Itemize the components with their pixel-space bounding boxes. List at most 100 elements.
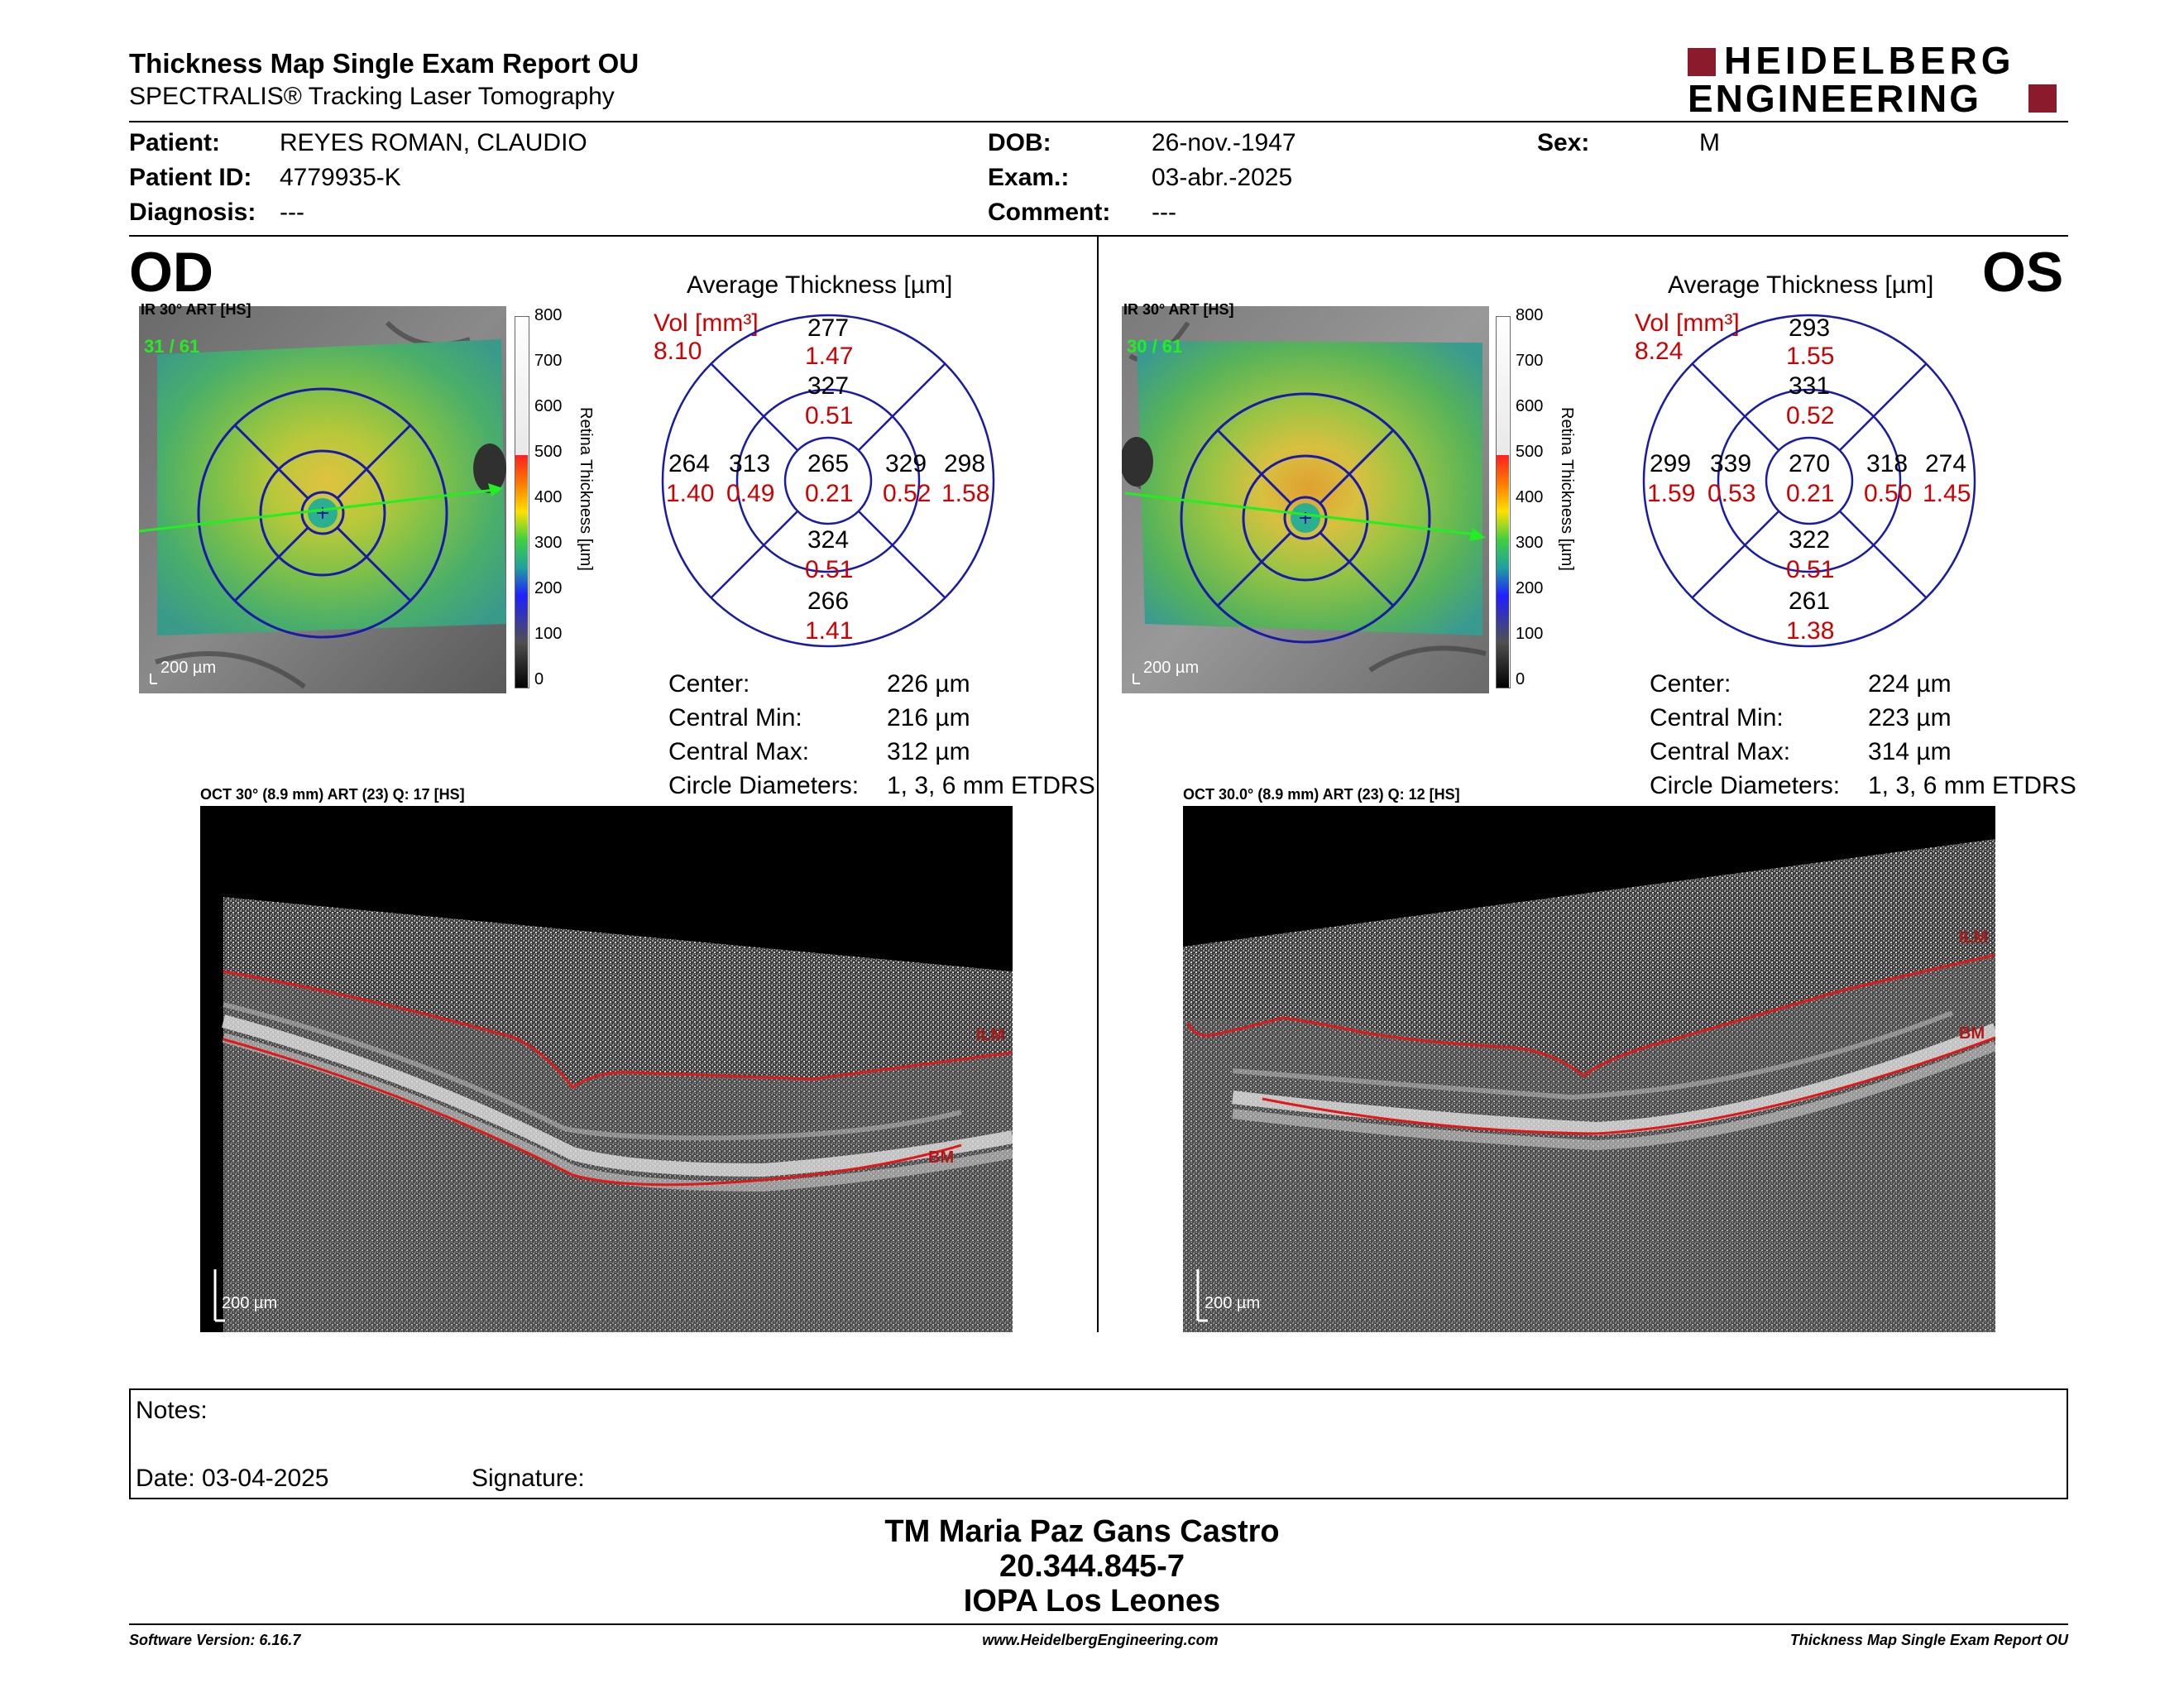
- od-stat-max-value: 312 µm: [887, 738, 970, 765]
- os-inner-left-vol: 0.53: [1707, 480, 1756, 507]
- od-inner-left-vol: 0.49: [726, 480, 775, 507]
- eye-label-os: OS: [1982, 241, 2064, 304]
- os-stat-center-value: 224 µm: [1868, 670, 1952, 698]
- od-outer-right-vol: 1.58: [941, 480, 990, 507]
- os-cbar-tick-700: 700: [1516, 352, 1544, 370]
- od-oct-scan: ILM BM 200 µm: [200, 806, 1014, 1332]
- os-outer-sup-vol: 1.55: [1786, 343, 1835, 370]
- od-stat-max-label: Central Max:: [668, 738, 810, 765]
- os-stat-min-value: 223 µm: [1868, 704, 1952, 731]
- od-outer-inf-vol: 1.41: [805, 617, 854, 645]
- od-etdrs-grid: [661, 314, 995, 648]
- logo-text-top: HEIDELBERG: [1724, 39, 2015, 82]
- os-cbar-label: Retina Thickness [µm]: [1558, 407, 1576, 571]
- logo-square-top: [1688, 48, 1716, 76]
- od-cbar-tick-700: 700: [534, 352, 563, 370]
- signer-rut: 20.344.845-7: [999, 1549, 1185, 1584]
- od-cbar-tick-300: 300: [534, 534, 563, 552]
- patient-id: 4779935-K: [280, 164, 401, 191]
- os-inner-inf: 322: [1788, 526, 1831, 554]
- os-cbar-tick-0: 0: [1516, 670, 1525, 688]
- signer-institution: IOPA Los Leones: [963, 1584, 1221, 1618]
- header-divider: [129, 121, 2068, 122]
- od-cbar-tick-0: 0: [534, 670, 544, 688]
- os-oct-label: OCT 30.0° (8.9 mm) ART (23) Q: 12 [HS]: [1183, 786, 1460, 803]
- od-map-scale: 200 µm: [160, 659, 217, 677]
- os-center-vol: 0.21: [1786, 480, 1835, 507]
- os-cbar-tick-500: 500: [1516, 443, 1544, 461]
- od-ilm-label: ILM: [976, 1026, 1005, 1044]
- od-avg-title: Average Thickness [µm]: [687, 271, 953, 299]
- os-vol-label: Vol [mm³]: [1635, 309, 1740, 337]
- comment-label: Comment:: [988, 199, 1111, 226]
- report-subtitle: SPECTRALIS® Tracking Laser Tomography: [129, 83, 615, 110]
- eye-label-od: OD: [129, 241, 213, 304]
- os-vol-value: 8.24: [1635, 338, 1684, 365]
- os-cbar-tick-100: 100: [1516, 625, 1544, 643]
- od-inner-sup: 327: [807, 372, 850, 400]
- dob-label: DOB:: [988, 129, 1051, 156]
- od-outer-right: 298: [943, 450, 986, 477]
- od-center-vol: 0.21: [805, 480, 854, 507]
- os-cbar-tick-600: 600: [1516, 397, 1544, 415]
- os-colorbar: 800 700 600 500 400 300 200 100 0 Retina…: [1489, 306, 1588, 688]
- od-cbar-tick-400: 400: [534, 488, 563, 506]
- notes-date: Date: 03-04-2025: [136, 1465, 329, 1492]
- os-outer-inf: 261: [1788, 587, 1831, 615]
- od-vol-label: Vol [mm³]: [654, 309, 759, 337]
- os-outer-right-vol: 1.45: [1923, 480, 1971, 507]
- od-stat-center-label: Center:: [668, 670, 750, 698]
- os-thickness-map: IR 30° ART [HS] 30 / 61 200 µm: [1120, 301, 1489, 693]
- os-center: 270: [1788, 450, 1831, 477]
- od-stat-diam-value: 1, 3, 6 mm ETDRS: [887, 772, 1095, 799]
- os-stat-max-label: Central Max:: [1650, 738, 1791, 765]
- od-outer-left: 264: [668, 450, 711, 477]
- report-title: Thickness Map Single Exam Report OU: [129, 48, 639, 79]
- od-cbar-label: Retina Thickness [µm]: [577, 407, 595, 571]
- od-frames: 31 / 61: [144, 336, 200, 357]
- os-ir-label: IR 30° ART [HS]: [1123, 301, 1234, 318]
- os-inner-inf-vol: 0.51: [1786, 556, 1835, 583]
- od-cbar-tick-100: 100: [534, 625, 563, 643]
- dob-value: 26-nov.-1947: [1152, 129, 1296, 156]
- os-cbar-tick-200: 200: [1516, 579, 1544, 597]
- od-thickness-map: IR 30° ART [HS] 31 / 61 200 µm: [138, 301, 506, 693]
- os-inner-sup-vol: 0.52: [1786, 402, 1835, 429]
- od-oct-scale: 200 µm: [222, 1294, 278, 1312]
- heidelberg-logo: HEIDELBERG ENGINEERING: [1688, 41, 2068, 120]
- os-cbar-tick-300: 300: [1516, 534, 1544, 552]
- os-oct-scale: 200 µm: [1205, 1294, 1261, 1312]
- os-oct-scan: ILM BM 200 µm: [1183, 806, 1998, 1332]
- footer-divider: [129, 1623, 2068, 1625]
- os-inner-sup: 331: [1788, 372, 1831, 400]
- od-center: 265: [807, 450, 850, 477]
- od-outer-inf: 266: [807, 587, 850, 615]
- od-bm-label: BM: [928, 1149, 955, 1167]
- od-cbar-tick-600: 600: [534, 397, 563, 415]
- od-ir-label: IR 30° ART [HS]: [141, 301, 251, 318]
- sex-value: M: [1699, 129, 1720, 156]
- exam-label: Exam.:: [988, 164, 1070, 191]
- footer-website: www.HeidelbergEngineering.com: [982, 1632, 1219, 1648]
- notes-box: Notes: Date: 03-04-2025 Signature:: [129, 1388, 2068, 1499]
- od-inner-right: 329: [884, 450, 927, 477]
- od-outer-sup: 277: [807, 314, 850, 342]
- logo-text-bottom: ENGINEERING: [1688, 77, 1982, 120]
- os-avg-title: Average Thickness [µm]: [1668, 271, 1934, 299]
- diagnosis-value: ---: [280, 199, 304, 226]
- logo-square-bottom: [2028, 84, 2057, 113]
- os-outer-left: 299: [1649, 450, 1692, 477]
- sex-label: Sex:: [1537, 129, 1590, 156]
- od-outer-sup-vol: 1.47: [805, 343, 854, 370]
- od-oct-label: OCT 30° (8.9 mm) ART (23) Q: 17 [HS]: [200, 786, 465, 803]
- patient-divider: [129, 235, 2068, 237]
- od-colorbar: 800 700 600 500 400 300 200 100 0 Retina…: [508, 306, 607, 688]
- os-stat-diam-value: 1, 3, 6 mm ETDRS: [1868, 772, 2076, 799]
- os-frames: 30 / 61: [1127, 336, 1183, 357]
- od-inner-right-vol: 0.52: [883, 480, 932, 507]
- os-bm-label: BM: [1959, 1024, 1985, 1043]
- patient-label: Patient:: [129, 129, 221, 156]
- os-stat-max-value: 314 µm: [1868, 738, 1952, 765]
- center-divider: [1097, 237, 1099, 1332]
- os-stat-diam-label: Circle Diameters:: [1650, 772, 1841, 799]
